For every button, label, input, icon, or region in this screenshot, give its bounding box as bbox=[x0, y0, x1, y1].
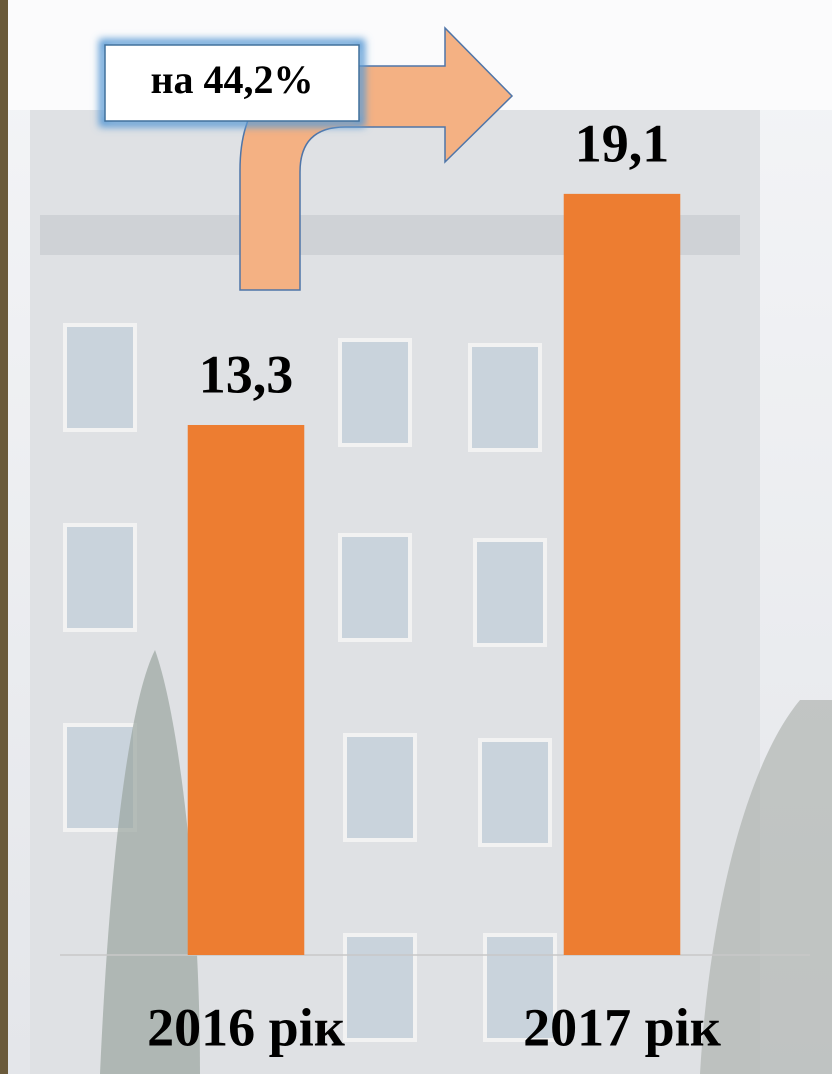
x-tick-label: 2016 рік bbox=[147, 997, 346, 1057]
annotation: на 44,2% bbox=[150, 57, 313, 102]
x-tick-label: 2017 рік bbox=[523, 997, 722, 1057]
value-label: 13,3 bbox=[199, 344, 294, 404]
bar bbox=[563, 193, 681, 956]
bar bbox=[187, 424, 305, 955]
annotation-box: на 44,2% bbox=[99, 39, 365, 127]
value-label: 19,1 bbox=[575, 113, 670, 173]
